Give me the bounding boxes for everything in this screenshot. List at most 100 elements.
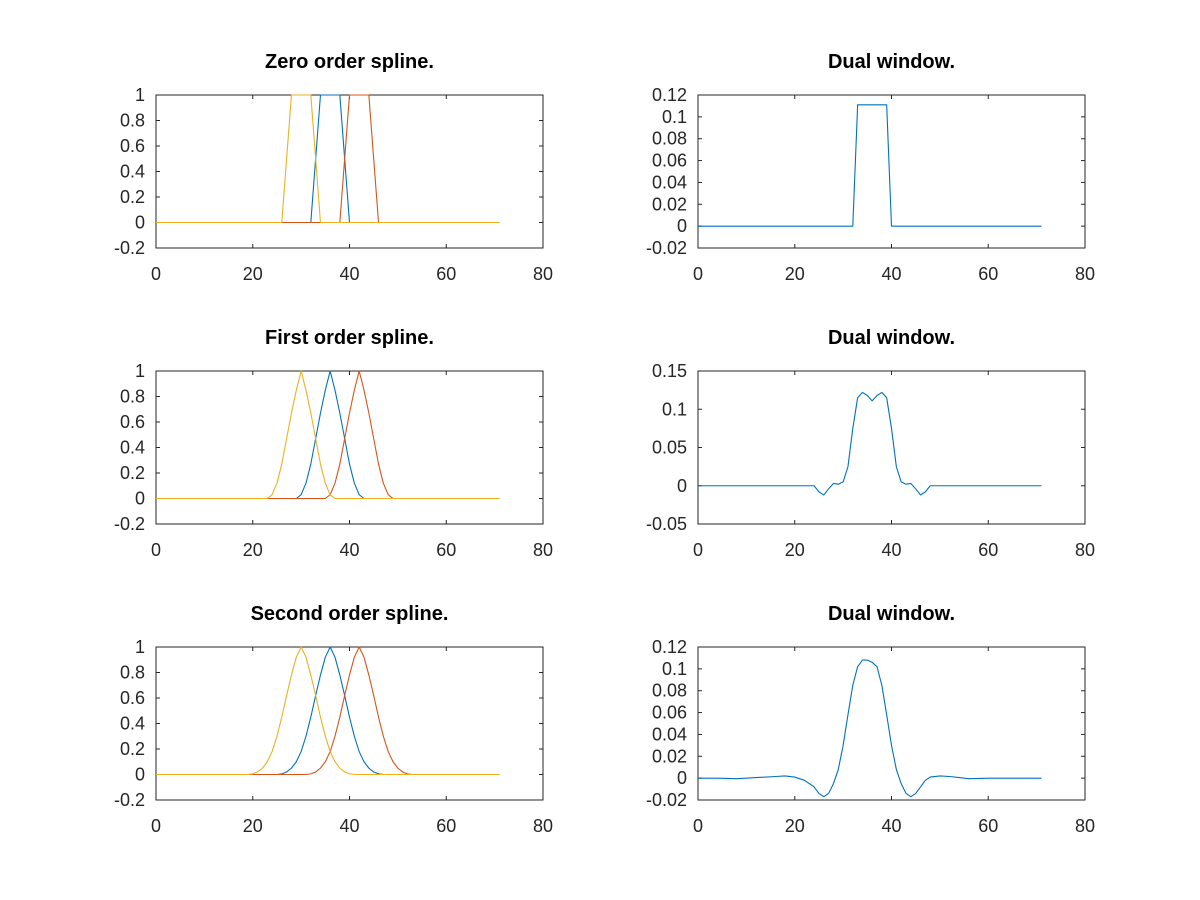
y-tick-label: 0.05 xyxy=(652,438,687,458)
y-tick-label: 0 xyxy=(677,768,687,788)
x-tick-label: 80 xyxy=(1075,540,1095,560)
y-tick-label: 0.8 xyxy=(120,663,145,683)
x-tick-label: 40 xyxy=(339,540,359,560)
x-tick-label: 80 xyxy=(533,264,553,284)
x-tick-label: 80 xyxy=(533,540,553,560)
x-tick-label: 40 xyxy=(881,264,901,284)
y-tick-label: 0.15 xyxy=(652,361,687,381)
subplot-2: Dual window.0 20 40 60 80-0.0200.020.040.060… xyxy=(646,51,1095,284)
x-tick-label: 60 xyxy=(978,816,998,836)
series-line-yellow xyxy=(156,646,500,776)
x-tick-label: 20 xyxy=(785,264,805,284)
x-tick-label: 60 xyxy=(436,540,456,560)
x-tick-label: 40 xyxy=(339,264,359,284)
x-tick-label: 80 xyxy=(533,816,553,836)
subplot-title: Second order spline. xyxy=(251,603,449,625)
x-tick-label: 20 xyxy=(243,540,263,560)
y-tick-label: 0.6 xyxy=(120,688,145,708)
x-tick-label: 60 xyxy=(978,540,998,560)
y-tick-label: 0.4 xyxy=(120,162,145,182)
x-tick-label: 60 xyxy=(436,264,456,284)
subplot-title: Dual window. xyxy=(828,51,955,73)
series-line-yellow xyxy=(156,94,500,224)
subplot-5: Second order spline. 0 20 40 60 80 -0.2 0 0.2 0.4… xyxy=(114,603,553,836)
y-tick-label: 0 xyxy=(135,489,145,509)
x-tick-label: 40 xyxy=(339,816,359,836)
y-tick-label: 0.6 xyxy=(120,412,145,432)
subplot-4: Dual window. 0 20 40 60 80 -0.05 0 0.05 0.1 0.15 xyxy=(646,327,1095,560)
axes-box xyxy=(155,370,544,525)
subplot-title: First order spline. xyxy=(265,327,434,349)
y-tick-label: -0.2 xyxy=(114,514,145,534)
series-line-yellow xyxy=(156,370,500,500)
y-tick-label: 0.1 xyxy=(662,659,687,679)
subplot-title: Dual window. xyxy=(828,603,955,625)
y-tick-label: 0.4 xyxy=(120,714,145,734)
y-tick-label: 1 xyxy=(135,85,145,105)
y-tick-label: -0.02 xyxy=(646,238,687,258)
y-tick-label: 0.8 xyxy=(120,111,145,131)
axes-box xyxy=(697,370,1086,525)
y-tick-label: 0.6 xyxy=(120,136,145,156)
series-line-blue xyxy=(156,370,500,500)
y-tick-label: 1 xyxy=(135,361,145,381)
axes-box xyxy=(697,646,1086,801)
axes-box xyxy=(155,94,544,249)
y-tick-label: 0.8 xyxy=(120,387,145,407)
subplot-1: Zero order spline. 0 20 40 60 80 -0.2 0 0.2 0.4 0.… xyxy=(114,51,553,284)
y-tick-label: 0.4 xyxy=(120,438,145,458)
subplot-3: First order spline. 0 20 40 60 80 -0.2 0 0.2 0.4 0… xyxy=(114,327,553,560)
x-tick-label: 20 xyxy=(243,816,263,836)
y-tick-label: 0.2 xyxy=(120,739,145,759)
y-tick-label: 0.12 xyxy=(652,85,687,105)
y-tick-label: 0.08 xyxy=(652,681,687,701)
y-tick-label: 0.02 xyxy=(652,746,687,766)
x-tick-label: 0 xyxy=(151,264,161,284)
x-tick-label: 0 xyxy=(151,540,161,560)
y-tick-label: 0.04 xyxy=(652,724,687,744)
y-tick-label: 0.04 xyxy=(652,172,687,192)
subplot-title: Dual window. xyxy=(828,327,955,349)
axes-box xyxy=(155,646,544,801)
subplot-title: Zero order spline. xyxy=(265,51,434,73)
y-tick-label: 0.1 xyxy=(662,399,687,419)
x-tick-label: 40 xyxy=(881,816,901,836)
x-tick-label: 20 xyxy=(785,540,805,560)
x-tick-label: 40 xyxy=(881,540,901,560)
series-line-blue xyxy=(698,391,1042,496)
y-tick-label: 0.1 xyxy=(662,107,687,127)
y-tick-label: 0.2 xyxy=(120,463,145,483)
series-line-orange xyxy=(156,370,500,500)
y-tick-label: 0 xyxy=(677,476,687,496)
y-tick-label: -0.05 xyxy=(646,514,687,534)
y-tick-label: 0 xyxy=(677,216,687,236)
x-tick-label: 0 xyxy=(693,264,703,284)
x-tick-label: 0 xyxy=(693,816,703,836)
y-tick-label: 0 xyxy=(135,213,145,233)
y-tick-label: 0.08 xyxy=(652,129,687,149)
y-tick-label: -0.2 xyxy=(114,790,145,810)
y-tick-label: 0.06 xyxy=(652,151,687,171)
x-tick-label: 0 xyxy=(693,540,703,560)
y-tick-label: 0.12 xyxy=(652,637,687,657)
y-tick-label: -0.02 xyxy=(646,790,687,810)
y-tick-label: 0 xyxy=(135,765,145,785)
x-tick-label: 60 xyxy=(436,816,456,836)
series-line-orange xyxy=(156,646,500,776)
series-line-blue xyxy=(156,646,500,776)
y-tick-label: 0.02 xyxy=(652,194,687,214)
x-tick-label: 60 xyxy=(978,264,998,284)
y-tick-label: 0.06 xyxy=(652,703,687,723)
x-tick-label: 0 xyxy=(151,816,161,836)
subplot-6: Dual window.0 20 40 60 80-0.0200.020.040.060… xyxy=(646,603,1095,836)
y-tick-label: 1 xyxy=(135,637,145,657)
x-tick-label: 80 xyxy=(1075,264,1095,284)
y-tick-label: 0.2 xyxy=(120,187,145,207)
series-line-blue xyxy=(698,659,1042,798)
y-tick-label: -0.2 xyxy=(114,238,145,258)
x-tick-label: 80 xyxy=(1075,816,1095,836)
series-line-blue xyxy=(698,104,1042,227)
x-tick-label: 20 xyxy=(785,816,805,836)
x-tick-label: 20 xyxy=(243,264,263,284)
